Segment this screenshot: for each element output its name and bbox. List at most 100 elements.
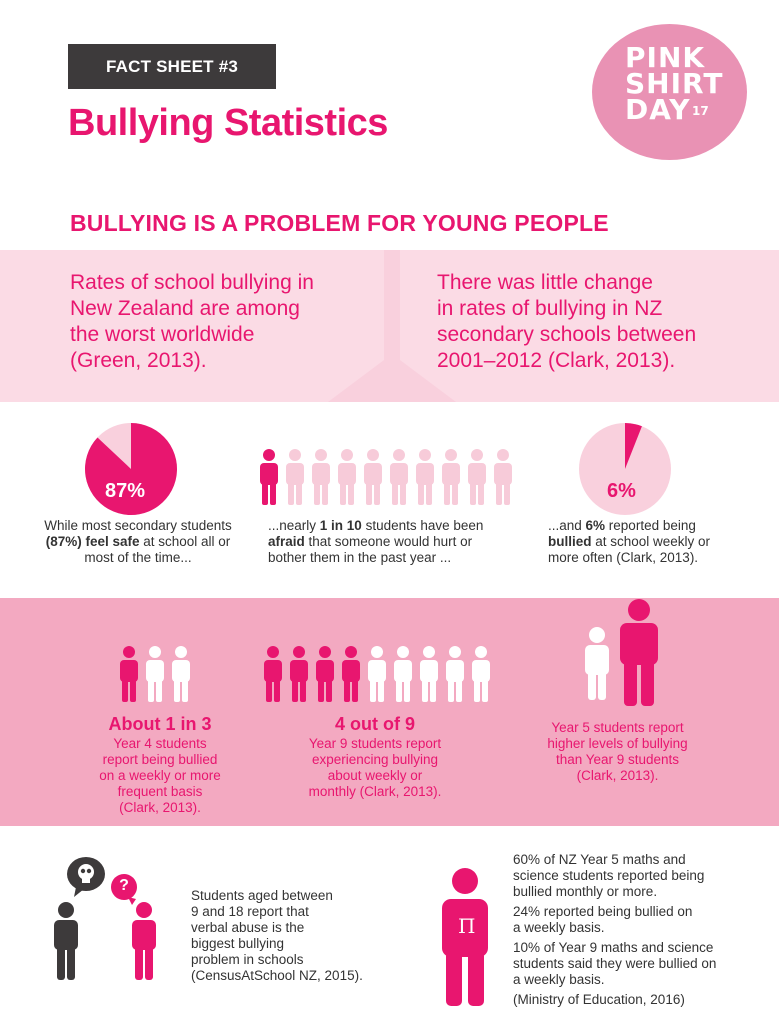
person-icon [338, 449, 356, 505]
bullied-stat-pre: ...and [548, 518, 586, 533]
page-title: Bullying Statistics [68, 102, 388, 144]
person-icon [312, 449, 330, 505]
quote-left: Rates of school bullying in New Zealand … [70, 270, 314, 374]
verbal-abuse-line: Students aged between [191, 888, 333, 903]
maths-survey-line: 60% of NZ Year 5 maths and [513, 852, 686, 867]
verbal-abuse-line: biggest bullying [191, 936, 285, 951]
question-mark: ? [119, 877, 129, 894]
skull-speech-bubble-icon [67, 857, 105, 897]
bullied-stat-bold: 6% [585, 518, 606, 533]
question-speech-bubble-icon [111, 874, 137, 905]
quote-right: There was little change in rates of bull… [437, 270, 696, 374]
maths-survey-p3: 10% of Year 9 maths and science students… [513, 940, 763, 988]
safe-stat-line: (87%) feel safe at school all or [28, 534, 248, 550]
year9-line: Year 9 students report [308, 736, 442, 751]
year4-figure-row [120, 646, 190, 702]
verbal-abuse-line: problem in schools [191, 952, 304, 967]
safe-pie-slice [84, 423, 177, 515]
person-icon [472, 646, 490, 702]
year4-line: report being bullied [102, 752, 218, 767]
maths-survey-line: a weekly basis. [513, 920, 605, 935]
afraid-stat-line: afraid that someone would hurt or [268, 534, 508, 550]
maths-survey-line: bullied monthly or more. [513, 884, 658, 899]
year9-headline: 4 out of 9 [335, 714, 415, 734]
quote-band-shapes [0, 250, 779, 402]
bullied-stat-rest: at school weekly or [591, 534, 711, 549]
year5-line: than Year 9 students [555, 752, 680, 767]
year4-text: Year 4 students report being bullied on … [70, 736, 250, 816]
quote-right-line: secondary schools between [437, 323, 697, 346]
pink-shirt-day-logo: PINK SHIRT DAY 17 [592, 24, 747, 160]
afraid-stat-post: students have been [361, 518, 484, 533]
logo-year: 17 [692, 104, 709, 118]
year4-line: on a weekly or more [99, 768, 221, 783]
bullied-stat-text: ...and 6% reported being bullied at scho… [548, 518, 758, 566]
maths-survey-line: 24% reported being bullied on [513, 904, 693, 919]
logo-line-1: PINK [625, 41, 706, 74]
year4-headline: About 1 in 3 [108, 714, 212, 734]
quote-right-line: 2001–2012 (Clark, 2013). [437, 349, 676, 372]
verbal-abuse-illustration [54, 857, 156, 980]
verbal-abuse-line: 9 and 18 report that [191, 904, 309, 919]
safe-stat-text: While most secondary students (87%) feel… [28, 518, 248, 566]
quote-right-line: in rates of bullying in NZ [437, 297, 663, 320]
year9-text: Year 9 students report experiencing bull… [275, 736, 475, 800]
safe-stat-line: While most secondary students [44, 518, 232, 533]
person-icon-highlighted [260, 449, 278, 505]
maths-survey-line: science students reported being [513, 868, 705, 883]
maths-survey-line: 10% of Year 9 maths and science [513, 940, 714, 955]
afraid-stat-line: bother them in the past year ... [268, 550, 452, 565]
person-icon [390, 449, 408, 505]
person-icon [368, 646, 386, 702]
quote-right-line: There was little change [437, 271, 653, 294]
year9-figure-row [264, 646, 490, 702]
person-icon [172, 646, 190, 702]
person-icon-highlighted [290, 646, 308, 702]
person-icon-highlighted [342, 646, 360, 702]
person-icon [420, 646, 438, 702]
afraid-stat-bold: 1 in 10 [319, 518, 362, 533]
student-person-icon [442, 868, 488, 1006]
person-icon [394, 646, 412, 702]
maths-survey-line: students said they were bullied on [513, 956, 717, 971]
maths-survey-line: a weekly basis. [513, 972, 605, 987]
person-icon [146, 646, 164, 702]
person-icon [494, 449, 512, 505]
large-person-icon [620, 599, 658, 706]
verbal-abuse-text: Students aged between 9 and 18 report th… [191, 888, 381, 984]
small-person-icon [585, 627, 609, 700]
fact-sheet-tag: FACT SHEET #3 [68, 44, 276, 89]
bullied-stat-bold-2: bullied [548, 534, 592, 549]
year5-vs-year9-figures [585, 599, 658, 706]
bullied-pie-slice [625, 423, 642, 469]
section-title: BULLYING IS A PROBLEM FOR YOUNG PEOPLE [70, 210, 609, 236]
afraid-figure-row [260, 449, 512, 505]
afraid-stat-text: ...nearly 1 in 10 students have been afr… [268, 518, 508, 566]
person-icon [416, 449, 434, 505]
year9-line: about weekly or [327, 768, 423, 783]
bullied-percent-label: 6% [607, 480, 636, 502]
safe-stat-bold: (87%) feel safe [45, 534, 140, 549]
maths-survey-source: (Ministry of Education, 2016) [513, 992, 685, 1007]
person-icon [446, 646, 464, 702]
safe-percent-label: 87% [105, 480, 146, 502]
year5-line: Year 5 students report [551, 720, 684, 735]
safe-pie-chart [84, 423, 177, 515]
person-icon [468, 449, 486, 505]
bullied-stat-line: more often (Clark, 2013). [548, 550, 699, 565]
year4-line: (Clark, 2013). [119, 800, 201, 815]
maths-survey-p2: 24% reported being bullied on a weekly b… [513, 904, 763, 936]
person-icon-highlighted [316, 646, 334, 702]
year5-line: (Clark, 2013). [576, 768, 659, 783]
bullied-stat-line: ...and 6% reported being [548, 518, 758, 534]
quote-left-line: New Zealand are among [70, 297, 300, 320]
afraid-stat-rest: that someone would hurt or [304, 534, 473, 549]
person-icon-highlighted [120, 646, 138, 702]
quote-left-line: the worst worldwide [70, 323, 255, 346]
bullied-stat-line: bullied at school weekly or [548, 534, 758, 550]
logo-line-2: SHIRT [625, 67, 724, 100]
dark-person-icon [54, 902, 78, 980]
safe-stat-rest: at school all or [139, 534, 231, 549]
safe-stat-line: most of the time... [84, 550, 192, 565]
afraid-stat-bold-2: afraid [268, 534, 305, 549]
